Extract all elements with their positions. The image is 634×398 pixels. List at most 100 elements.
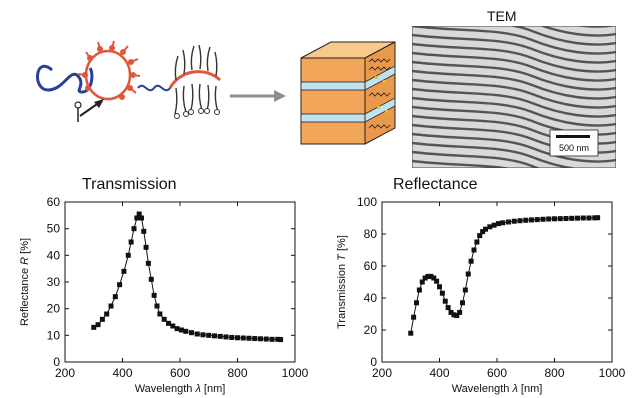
reflectance-chart-data-point [235,335,240,341]
reflectance-chart-data-point [136,211,142,217]
tem-stripe [508,26,616,46]
transmission-chart-data-point [483,226,488,232]
transmission-chart-data-point [586,215,592,221]
transmission-chart-x-tick-label: 800 [544,366,564,380]
transmission-chart-x-tick-label: 1000 [599,366,626,380]
reflectance-chart-data-point [161,316,167,322]
reflectance-chart-data-point [206,332,212,338]
tem-stripe [412,33,616,64]
reflectance-chart-y-tick-label: 30 [47,275,61,289]
tem-stripe [412,150,541,168]
transmission-chart-data-point [445,305,451,311]
transmission-chart-data-point [422,275,428,281]
reflectance-chart-x-tick-label: 200 [55,366,75,380]
reflectance-chart-data-point [104,311,110,317]
transmission-chart-data-point [592,215,598,221]
reflectance-chart-data-point [200,332,206,338]
reflectance-chart-data-point [143,244,149,250]
reflectance-chart-data-point [117,282,123,288]
transmission-chart-x-tick-label: 600 [487,366,507,380]
tem-stripe [412,42,616,73]
transmission-chart-data-point [511,218,517,224]
chart-heading-right: Reflectance [393,176,478,193]
transmission-chart-x-axis-label: Wavelength λ [nm] [452,383,543,395]
transmission-chart-data-point [468,258,474,264]
reflectance-chart-data-point [131,226,137,232]
tem-stripe [412,141,616,168]
transmission-chart-data-point [437,284,442,290]
transmission-chart-y-tick-label: 100 [357,195,377,209]
tem-stripe [412,132,616,163]
polymer-chain-icon [35,64,94,94]
transmission-chart-data-point [557,216,563,222]
reflectance-chart-x-tick-label: 400 [112,366,132,380]
tem-stripe [412,78,616,109]
reflectance-chart-data-point [128,239,134,245]
reflectance-chart-data-point [121,268,127,274]
transmission-chart-data-point [408,330,414,336]
tem-stripe [412,26,616,55]
brush-array-icon [168,44,222,119]
transmission-chart-data-point [416,287,422,293]
transmission-chart-data-point [419,279,425,285]
reflectance-chart-data-point [217,333,223,339]
chart-heading-left: Transmission [82,176,177,193]
transmission-chart-series-line [410,217,598,334]
reflectance-chart-x-axis-label: Wavelength λ [nm] [135,383,226,395]
reflectance-chart-data-point [99,316,105,322]
transmission-chart-data-point [462,287,468,293]
reflectance-chart-data-point [183,328,189,334]
lamellar-block-icon [300,41,396,145]
polymer-schematic [35,40,286,122]
transmission-chart-data-point [523,217,529,223]
reflectance-chart: 200 400 600 800 1000 0 10 20 30 40 50 60 Wavelength … [19,195,309,395]
transmission-chart-y-tick-label: 60 [364,259,378,273]
reflectance-chart-data-point [108,303,114,309]
reflectance-chart-data-point [240,335,246,341]
reflectance-chart-y-tick-label: 10 [47,328,61,342]
reflectance-chart-data-point [189,330,194,336]
tem-stripe [412,60,616,91]
reflectance-chart-data-point [138,215,144,221]
transmission-chart-data-point [517,218,523,224]
reflectance-chart-data-point [134,215,140,221]
transmission-chart-data-point [474,239,480,245]
transmission-chart-data-point [471,247,477,253]
tem-stripe [412,69,616,100]
reflectance-chart-x-tick-label: 600 [170,366,190,380]
reflectance-chart-data-point [154,303,160,309]
reflectance-chart-y-tick-label: 60 [47,195,61,209]
reflectance-chart-data-point [157,311,163,317]
scale-bar [556,135,590,138]
tem-stripe [412,87,616,118]
reflectance-chart-y-axis-label: Reflectance R [%] [19,238,31,326]
reflectance-chart-data-point [145,260,151,266]
reflectance-chart-data-point [278,337,284,343]
transmission-chart-data-point [451,312,457,318]
tem-stripe [539,26,616,37]
reflectance-chart-data-point [170,323,176,329]
transmission-chart-data-point [491,222,497,228]
reflectance-chart-y-tick-label: 40 [47,248,61,262]
reflectance-chart-data-point [246,335,252,341]
transmission-chart-data-point [480,229,486,235]
transmission-chart-data-point [454,313,460,319]
transmission-chart-data-point [506,219,511,225]
transmission-chart-data-point [495,221,501,227]
transmission-chart-y-tick-label: 40 [364,291,378,305]
reflectance-chart-data-point [258,336,263,342]
reflectance-chart-series-line [93,212,281,341]
reflectance-chart-data-point [174,326,180,332]
tem-stripe [412,51,616,82]
reflectance-chart-data-point [252,336,258,342]
transmission-chart-y-tick-label: 80 [364,227,378,241]
transmission-chart-data-point [595,215,601,221]
transmission-chart-y-axis-label: Transmission T [%] [336,235,348,329]
transmission-chart-y-tick-label: 0 [370,355,377,369]
reflectance-chart-data-point [91,324,97,330]
transmission-chart-data-point [552,216,557,222]
transmission-chart-data-point [442,298,448,304]
reflectance-chart-y-tick-label: 50 [47,222,61,236]
transmission-chart: 200 400 600 800 1000 0 20 40 60 80 100 Wavelength λ… [336,195,626,395]
chain-link-icon [137,84,171,92]
